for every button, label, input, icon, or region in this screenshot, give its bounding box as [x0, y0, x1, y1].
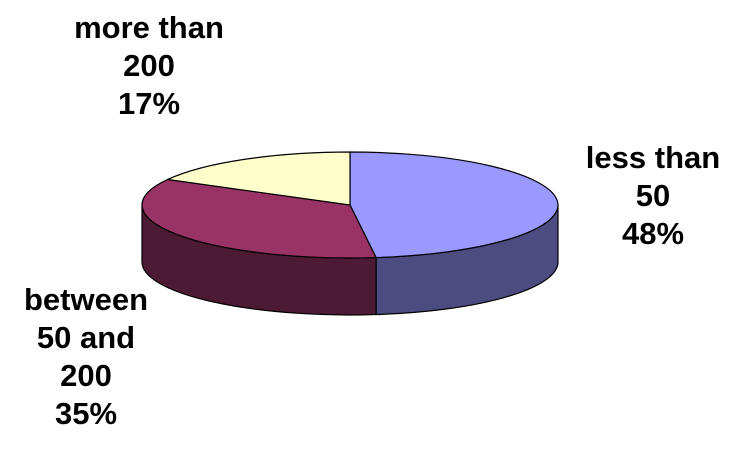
slice-label-line: 50 [635, 178, 671, 213]
slice-label-line: between [23, 282, 149, 317]
pie-slice-more-than-200 [167, 151, 351, 206]
slice-label-line: 200 [123, 48, 175, 83]
pie-slice-less-than-50 [349, 151, 559, 259]
slice-label-line: less than [585, 140, 721, 175]
slice-percent: 17% [117, 86, 181, 121]
slice-label-line: 50 and [36, 320, 136, 355]
slice-label-less-than-50: less than 50 48% [565, 139, 739, 253]
slice-label-line: more than [74, 10, 224, 45]
slice-label-between-50-and-200: between 50 and 200 35% [0, 281, 172, 433]
slice-percent: 48% [621, 216, 685, 251]
slice-label-line: 200 [60, 358, 112, 393]
pie-tops [141, 151, 559, 259]
slice-label-more-than-200: more than 200 17% [56, 9, 242, 123]
slice-percent: 35% [54, 396, 118, 431]
pie-slice-between-50-and-200 [141, 178, 377, 259]
